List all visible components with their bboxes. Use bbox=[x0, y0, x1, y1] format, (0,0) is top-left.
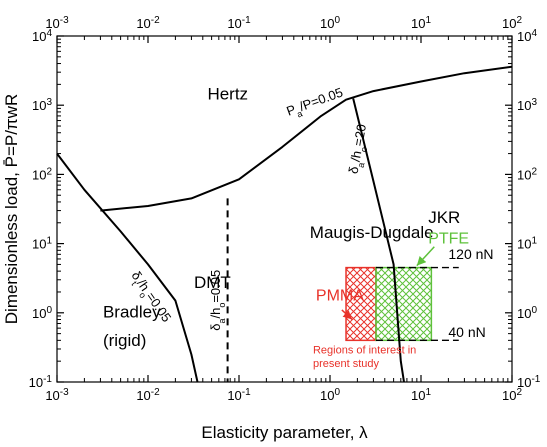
y-tick-label-left: 100 bbox=[32, 304, 52, 321]
y-tick-label-left: 101 bbox=[32, 235, 52, 252]
y-tick-label-right: 101 bbox=[517, 235, 537, 252]
x-tick-label-bottom: 10-1 bbox=[227, 387, 251, 404]
ptfe-arrow bbox=[416, 246, 435, 267]
y-tick-label-left: 104 bbox=[32, 28, 52, 45]
region-label: DMT bbox=[194, 273, 231, 292]
curve-upper-boundary bbox=[100, 65, 513, 212]
curve-label: δa/ho=20 bbox=[346, 123, 373, 176]
annotation: PTFE bbox=[428, 231, 469, 248]
y-tick-label-right: 104 bbox=[517, 28, 537, 45]
y-tick-label-left: 102 bbox=[32, 166, 52, 183]
curve-jkr-boundary bbox=[352, 98, 405, 383]
y-tick-label-right: 103 bbox=[517, 97, 537, 114]
y-tick-label-right: 102 bbox=[517, 166, 537, 183]
region-label: (rigid) bbox=[103, 331, 146, 350]
annotation: 40 nN bbox=[448, 324, 485, 340]
y-tick-label-right: 10-1 bbox=[517, 374, 541, 391]
annotation: 120 nN bbox=[448, 246, 493, 262]
x-tick-label-top: 10-1 bbox=[227, 15, 251, 32]
region-label: Bradley bbox=[103, 303, 161, 322]
region-label: Maugis-Dugdale bbox=[310, 223, 434, 242]
y-tick-label-left: 10-1 bbox=[29, 374, 53, 391]
x-tick-label-top: 101 bbox=[411, 15, 431, 32]
x-tick-label-bottom: 102 bbox=[502, 387, 522, 404]
curve-label: Pa/P=0.05 bbox=[284, 85, 346, 123]
x-tick-label-top: 10-3 bbox=[45, 15, 69, 32]
hatch-region-pmma bbox=[345, 266, 377, 342]
region-label: Hertz bbox=[207, 85, 248, 104]
y-axis-label: Dimensionless load, P̄=P/πwR bbox=[2, 94, 21, 324]
pmma-arrow bbox=[341, 309, 353, 321]
x-tick-label-bottom: 10-3 bbox=[45, 387, 69, 404]
plot-frame bbox=[56, 35, 513, 383]
region-label: JKR bbox=[428, 208, 460, 227]
annotation: present study bbox=[313, 358, 380, 370]
x-tick-label-bottom: 10-2 bbox=[136, 387, 160, 404]
y-tick-label-right: 100 bbox=[517, 304, 537, 321]
x-tick-label-bottom: 101 bbox=[411, 387, 431, 404]
y-tick-label-left: 103 bbox=[32, 97, 52, 114]
x-tick-label-top: 100 bbox=[320, 15, 340, 32]
curve-bradley-boundary bbox=[56, 152, 199, 383]
curve-label: δa/ho=0.05 bbox=[208, 270, 227, 331]
annotation: Regions of interest in bbox=[313, 344, 416, 356]
x-tick-label-top: 102 bbox=[502, 15, 522, 32]
hatch-region-ptfe bbox=[375, 266, 433, 342]
x-axis-label: Elasticity parameter, λ bbox=[201, 423, 368, 442]
x-tick-label-top: 10-2 bbox=[136, 15, 160, 32]
annotation: PMMA bbox=[316, 288, 364, 305]
x-tick-label-bottom: 100 bbox=[320, 387, 340, 404]
